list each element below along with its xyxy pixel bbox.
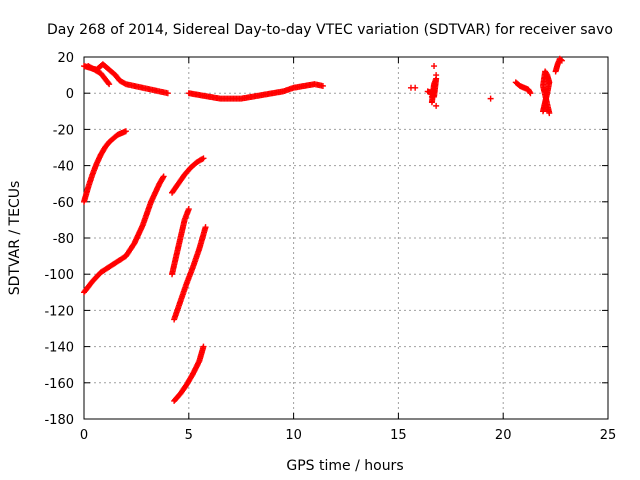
x-tick-label: 25 bbox=[600, 428, 617, 443]
series-arc-top-1b bbox=[85, 63, 113, 88]
point-marker bbox=[319, 82, 326, 89]
point-marker bbox=[164, 90, 171, 97]
y-tick-label: -160 bbox=[44, 377, 74, 392]
y-tick-label: 0 bbox=[66, 87, 74, 102]
point-marker bbox=[200, 155, 207, 162]
series-arc-top-2 bbox=[185, 81, 326, 102]
x-tick-label: 10 bbox=[285, 428, 302, 443]
y-tick-label: -60 bbox=[53, 196, 74, 211]
point-marker bbox=[200, 343, 207, 350]
point-marker bbox=[557, 56, 564, 63]
point-marker bbox=[105, 80, 112, 87]
y-tick-label: -180 bbox=[44, 413, 74, 428]
y-tick-label: 20 bbox=[57, 51, 74, 66]
x-tick-label: 5 bbox=[185, 428, 193, 443]
point-marker bbox=[122, 128, 129, 135]
y-axis-label: SDTVAR / TECUs bbox=[7, 181, 23, 296]
series-arc-f bbox=[171, 343, 207, 404]
series-arc-j bbox=[552, 55, 565, 75]
y-tick-label: -120 bbox=[44, 304, 74, 319]
y-tick-label: -40 bbox=[53, 160, 74, 175]
point-marker bbox=[160, 173, 167, 180]
x-axis-label: GPS time / hours bbox=[286, 458, 403, 474]
point-marker bbox=[527, 90, 534, 97]
axis-ticks: 0 5 10 15 20 25 20 0 -20 -40 -60 -80 -100 -120 -140 -16… bbox=[44, 51, 616, 443]
series-arc-g bbox=[424, 75, 440, 106]
series-arc-h bbox=[512, 79, 534, 97]
series-arc-c bbox=[169, 155, 207, 196]
point-marker bbox=[428, 99, 435, 106]
y-tick-label: -20 bbox=[53, 123, 74, 138]
y-tick-label: -140 bbox=[44, 341, 74, 356]
x-tick-label: 0 bbox=[80, 428, 88, 443]
series-arc-d bbox=[169, 206, 192, 278]
y-tick-label: -100 bbox=[44, 268, 74, 283]
series-scatter-misc bbox=[407, 63, 494, 109]
series-arc-a bbox=[81, 128, 129, 205]
point-marker bbox=[202, 224, 209, 231]
point-marker bbox=[558, 57, 565, 64]
series-arc-i bbox=[540, 68, 553, 117]
point-marker bbox=[199, 156, 206, 163]
point-marker bbox=[487, 95, 494, 102]
chart-title: Day 268 of 2014, Sidereal Day-to-day VTE… bbox=[47, 22, 613, 38]
series-arc-top-1 bbox=[81, 61, 171, 97]
grid bbox=[84, 57, 608, 419]
point-marker bbox=[185, 206, 192, 213]
y-tick-label: -80 bbox=[53, 232, 74, 247]
point-marker bbox=[433, 102, 440, 109]
series-arc-e bbox=[171, 224, 209, 323]
data-points bbox=[81, 55, 565, 404]
point-marker bbox=[431, 63, 438, 70]
point-marker bbox=[106, 81, 113, 88]
x-tick-label: 15 bbox=[390, 428, 407, 443]
point-marker bbox=[546, 110, 553, 117]
x-tick-label: 20 bbox=[495, 428, 512, 443]
series-arc-b bbox=[81, 173, 167, 296]
point-marker bbox=[412, 84, 419, 91]
